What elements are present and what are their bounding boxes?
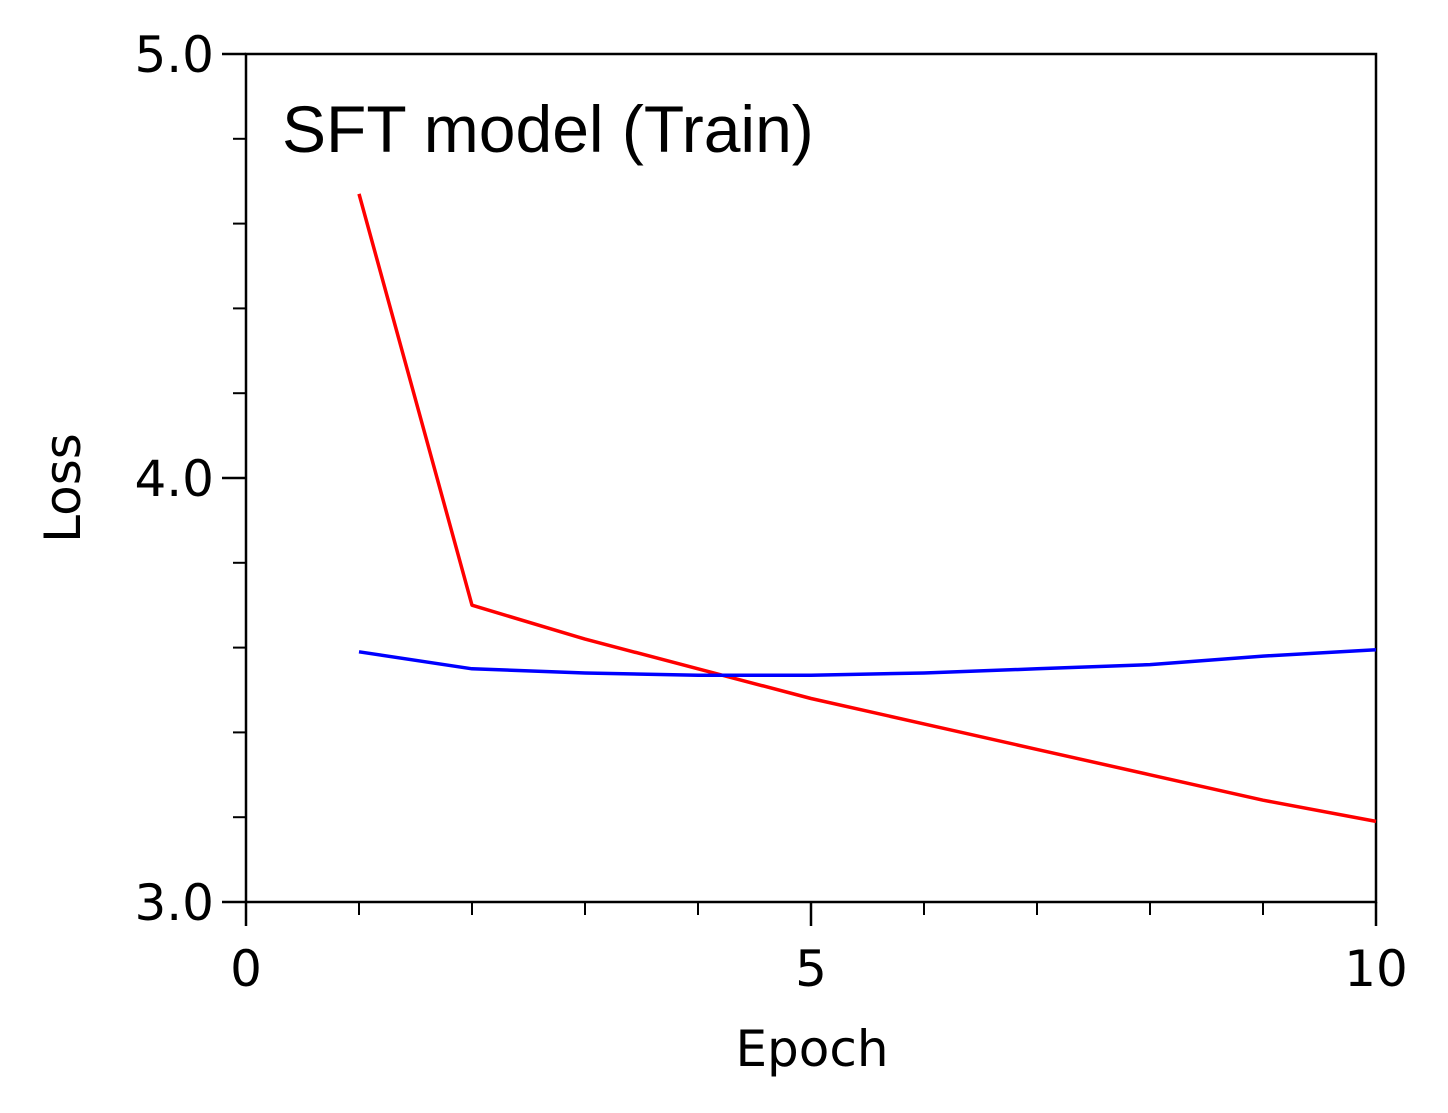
y-tick-label: 4.0 [134, 450, 214, 508]
y-tick-label: 5.0 [134, 26, 214, 84]
y-axis-title: Loss [34, 433, 92, 543]
chart-title: SFT model (Train) [282, 92, 814, 166]
y-tick-label: 3.0 [134, 874, 214, 932]
x-axis-title: Epoch [735, 1020, 888, 1078]
series-line-1 [357, 193, 1377, 824]
series-line-2 [358, 647, 1377, 677]
plot-frame [244, 52, 1378, 904]
minor-ticks [233, 137, 1264, 915]
x-tick-label: 10 [1344, 940, 1408, 998]
tick-labels: 0 5 10 3.0 4.0 5.0 [134, 26, 1407, 998]
x-tick-label: 5 [795, 940, 827, 998]
major-ticks [222, 52, 1378, 926]
x-tick-label: 0 [230, 940, 262, 998]
plot-area-border [244, 52, 1378, 904]
series-lines [357, 193, 1377, 824]
